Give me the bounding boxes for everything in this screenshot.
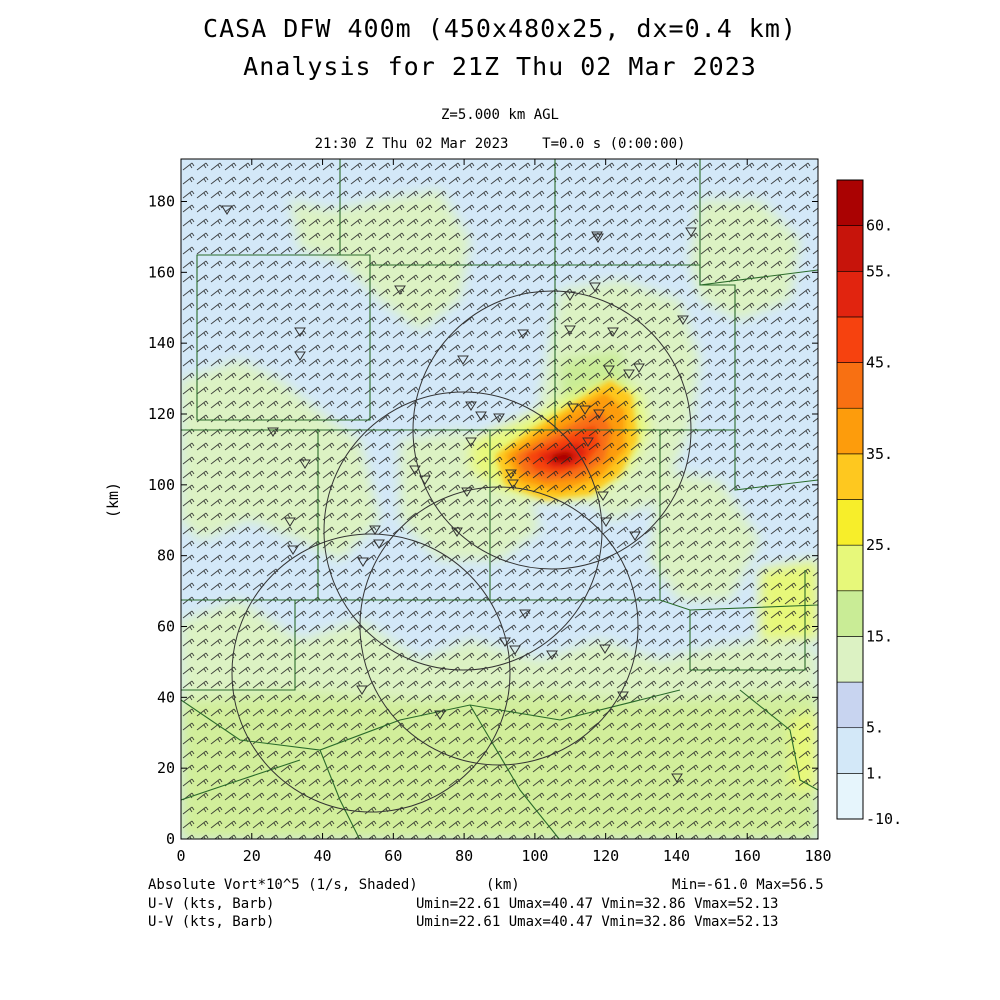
colorbar-swatch xyxy=(836,499,864,546)
colorbar-label: 45. xyxy=(866,354,893,372)
colorbar-swatch xyxy=(836,362,864,409)
colorbar-swatch xyxy=(836,544,864,592)
barb-stats-1: Umin=22.61 Umax=40.47 Vmin=32.86 Vmax=52… xyxy=(416,896,779,912)
field-layer xyxy=(181,159,818,839)
min-max-label: Min=-61.0 Max=56.5 xyxy=(672,877,824,893)
colorbar-label: 15. xyxy=(866,627,893,645)
x-axis-unit: (km) xyxy=(486,877,520,893)
colorbar-label: -10. xyxy=(866,810,902,828)
chart-subtitle: Analysis for 21Z Thu 02 Mar 2023 xyxy=(243,52,757,81)
x-tick-label: 180 xyxy=(804,847,831,865)
station-markers xyxy=(221,205,697,783)
x-tick-label: 160 xyxy=(734,847,761,865)
colorbar-swatch xyxy=(836,407,864,455)
radar-ring-3 xyxy=(359,486,639,766)
valid-time-label: 21:30 Z Thu 02 Mar 2023 T=0.0 s (0:00:00… xyxy=(314,136,686,152)
radar-ring-4 xyxy=(231,533,511,813)
colorbar-swatch xyxy=(836,773,864,820)
y-tick-label: 100 xyxy=(148,476,175,494)
radar-ring-2 xyxy=(323,391,603,671)
y-tick-label: 40 xyxy=(157,688,175,706)
y-tick-label: 20 xyxy=(157,759,175,777)
x-tick-label: 40 xyxy=(314,847,332,865)
y-tick-label: 80 xyxy=(157,547,175,565)
x-axis: 0 20 40 60 80 100 120 140 160 180 xyxy=(176,159,832,865)
colorbar-swatch xyxy=(836,316,864,363)
colorbar-swatch xyxy=(836,636,864,683)
barb-label-1: U-V (kts, Barb) xyxy=(148,896,275,912)
y-tick-label: 180 xyxy=(148,193,175,211)
radar-ring-1 xyxy=(412,290,692,570)
y-axis: 0 20 40 60 80 100 120 140 160 180 xyxy=(148,193,818,848)
colorbar-swatch xyxy=(836,453,864,500)
colorbar xyxy=(836,179,864,820)
colorbar-label: 60. xyxy=(866,217,893,235)
colorbar-swatch xyxy=(836,681,864,729)
barb-stats-2: Umin=22.61 Umax=40.47 Vmin=32.86 Vmax=52… xyxy=(416,914,779,930)
county-lines xyxy=(181,159,818,839)
y-tick-label: 140 xyxy=(148,334,175,352)
barb-label-2: U-V (kts, Barb) xyxy=(148,914,275,930)
colorbar-swatch xyxy=(836,179,864,226)
colorbar-label: 5. xyxy=(866,719,884,737)
colorbar-swatch xyxy=(836,727,864,774)
x-tick-label: 60 xyxy=(384,847,402,865)
chart-title: CASA DFW 400m (450x480x25, dx=0.4 km) xyxy=(203,14,797,43)
x-tick-label: 100 xyxy=(521,847,548,865)
y-tick-label: 60 xyxy=(157,618,175,636)
colorbar-label: 55. xyxy=(866,262,893,280)
plot-frame xyxy=(180,158,819,840)
colorbar-label: 25. xyxy=(866,536,893,554)
level-label: Z=5.000 km AGL xyxy=(440,107,559,123)
x-tick-label: 20 xyxy=(243,847,261,865)
radar-rings xyxy=(231,290,692,813)
colorbar-label: 1. xyxy=(866,764,884,782)
colorbar-frame xyxy=(836,179,864,820)
colorbar-swatch xyxy=(836,225,864,272)
colorbar-swatch xyxy=(836,590,864,637)
x-tick-label: 120 xyxy=(592,847,619,865)
x-tick-label: 140 xyxy=(663,847,690,865)
x-tick-label: 0 xyxy=(176,847,185,865)
y-tick-label: 0 xyxy=(166,830,175,848)
wind-barbs xyxy=(181,159,818,839)
x-tick-label: 80 xyxy=(455,847,473,865)
field-label: Absolute Vort*10^5 (1/s, Shaded) xyxy=(148,877,418,893)
y-tick-label: 160 xyxy=(148,263,175,281)
colorbar-ticks: -10. 1. 5. 15. 25. 35. 45. 55. 60. xyxy=(866,217,902,828)
y-axis-label: (km) xyxy=(104,482,122,518)
y-tick-label: 120 xyxy=(148,405,175,423)
colorbar-label: 35. xyxy=(866,445,893,463)
colorbar-swatch xyxy=(836,270,864,318)
